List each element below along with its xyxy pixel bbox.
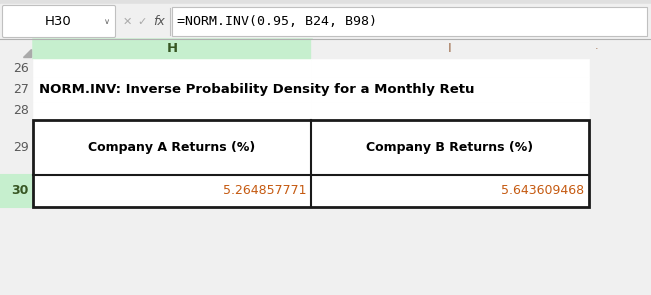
Text: ✕: ✕ xyxy=(122,17,132,27)
Text: 5.643609468: 5.643609468 xyxy=(501,184,584,197)
Text: fx: fx xyxy=(153,15,165,28)
FancyBboxPatch shape xyxy=(3,6,115,37)
Text: NORM.INV: Inverse Probability Density for a Monthly Retu: NORM.INV: Inverse Probability Density fo… xyxy=(39,83,475,96)
Bar xyxy=(0,39,33,59)
Bar xyxy=(311,77,589,102)
Bar xyxy=(311,120,589,175)
Bar xyxy=(0,102,33,120)
Bar xyxy=(0,175,33,207)
Text: 27: 27 xyxy=(13,83,29,96)
Text: ✓: ✓ xyxy=(137,17,146,27)
Text: 29: 29 xyxy=(13,141,29,154)
Text: Company B Returns (%): Company B Returns (%) xyxy=(367,141,534,154)
Bar xyxy=(33,39,311,59)
Polygon shape xyxy=(23,49,31,57)
Text: Company A Returns (%): Company A Returns (%) xyxy=(89,141,256,154)
Bar xyxy=(589,39,651,59)
Bar xyxy=(33,102,311,120)
Bar xyxy=(0,120,33,175)
Bar xyxy=(0,4,651,39)
Text: 5.264857771: 5.264857771 xyxy=(223,184,306,197)
Text: ∨: ∨ xyxy=(104,17,110,26)
Text: ·: · xyxy=(595,44,599,54)
Text: =NORM.INV(0.95, B24, B98): =NORM.INV(0.95, B24, B98) xyxy=(177,15,377,28)
Bar xyxy=(0,59,33,77)
Text: 28: 28 xyxy=(13,104,29,117)
Bar xyxy=(0,77,33,102)
Bar xyxy=(33,120,311,175)
Bar xyxy=(0,39,651,59)
Bar xyxy=(33,59,311,77)
Text: I: I xyxy=(448,42,452,55)
Bar xyxy=(33,77,311,102)
Bar xyxy=(311,102,589,120)
Bar xyxy=(33,175,311,207)
Bar xyxy=(311,59,589,77)
Bar xyxy=(311,175,589,207)
Bar xyxy=(0,0,651,4)
Text: H: H xyxy=(167,42,178,55)
Text: H30: H30 xyxy=(45,15,72,28)
Bar xyxy=(172,7,647,36)
Bar xyxy=(33,120,589,207)
Text: 30: 30 xyxy=(12,184,29,197)
Bar xyxy=(311,39,589,59)
Text: 26: 26 xyxy=(13,61,29,75)
